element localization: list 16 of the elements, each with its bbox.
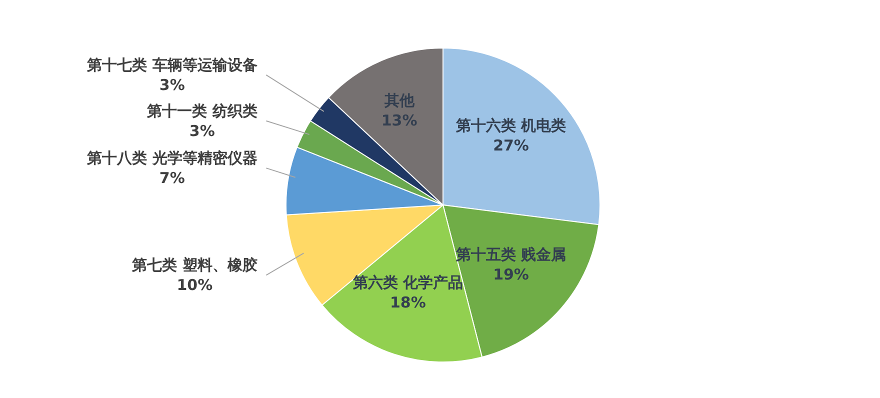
data-label: 3% (159, 76, 185, 94)
data-label: 18% (390, 294, 426, 312)
data-label: 19% (493, 265, 529, 284)
slice-label: 第七类 塑料、橡胶 (131, 256, 258, 274)
slice-label: 其他 (383, 92, 416, 110)
data-label: 7% (159, 169, 185, 188)
data-label: 10% (176, 276, 213, 294)
slice-label: 第十一类 纺织类 (146, 102, 258, 120)
slice-label: 第十六类 机电类 (454, 116, 566, 135)
data-label: 3% (189, 122, 215, 140)
slice-label: 第十五类 贱金属 (454, 245, 566, 264)
slice-label: 第十七类 车辆等运输设备 (86, 56, 258, 74)
data-label: 27% (493, 136, 529, 155)
slice-label: 第六类 化学产品 (352, 274, 464, 292)
data-label: 13% (381, 112, 418, 130)
slice-label: 第十八类 光学等精密仪器 (86, 149, 258, 168)
